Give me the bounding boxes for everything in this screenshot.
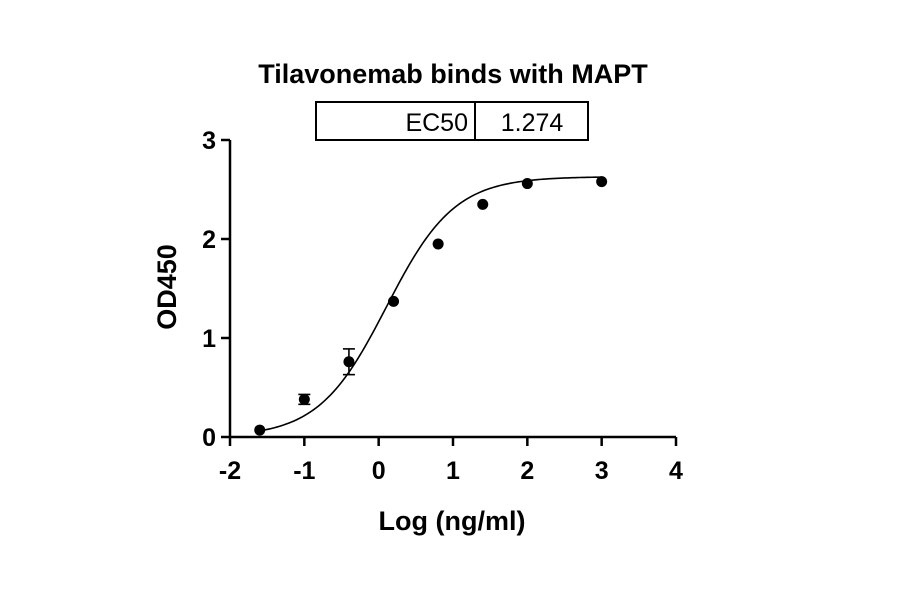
- y-axis-label: OD450: [152, 244, 182, 330]
- y-tick-label: 1: [202, 325, 216, 353]
- ec50-table: EC50 1.274: [315, 101, 589, 141]
- data-point: [388, 295, 400, 307]
- x-tick-label: 4: [669, 457, 683, 485]
- ec50-label: EC50: [405, 109, 468, 137]
- data-point-marker: [298, 393, 310, 405]
- data-point: [342, 348, 355, 376]
- x-tick-label: 0: [372, 457, 386, 485]
- data-point-marker: [254, 424, 266, 436]
- x-axis-label: Log (ng/ml): [379, 506, 526, 536]
- y-axis: 0 1 2 3: [202, 127, 232, 452]
- fit-curve-layer: [259, 176, 602, 432]
- y-tick-label: 3: [202, 127, 216, 155]
- x-tick-label: 2: [520, 457, 534, 485]
- x-tick-label: 3: [595, 457, 609, 485]
- data-point: [521, 178, 533, 190]
- data-point-marker: [432, 238, 444, 250]
- data-point: [477, 198, 489, 210]
- data-point-marker: [388, 295, 400, 307]
- chart-title: Tilavonemab binds with MAPT: [258, 59, 648, 89]
- data-point-marker: [521, 178, 533, 190]
- data-point-marker: [343, 356, 355, 368]
- ec50-table-border: [315, 101, 589, 141]
- y-tick-label: 0: [202, 424, 216, 452]
- fit-curve: [259, 176, 602, 432]
- data-point: [298, 393, 311, 406]
- data-point: [432, 238, 444, 250]
- x-axis: -2 -1 0 1 2 3 4: [219, 435, 683, 485]
- y-tick-label: 2: [202, 226, 216, 254]
- data-point-marker: [477, 198, 489, 210]
- x-tick-label: 1: [446, 457, 460, 485]
- data-point: [596, 176, 608, 188]
- data-points-layer: [254, 176, 608, 436]
- ec50-value: 1.274: [501, 109, 564, 137]
- x-tick-label: -2: [219, 457, 241, 485]
- data-point-marker: [596, 176, 608, 188]
- data-point: [254, 424, 266, 436]
- x-tick-label: -1: [293, 457, 315, 485]
